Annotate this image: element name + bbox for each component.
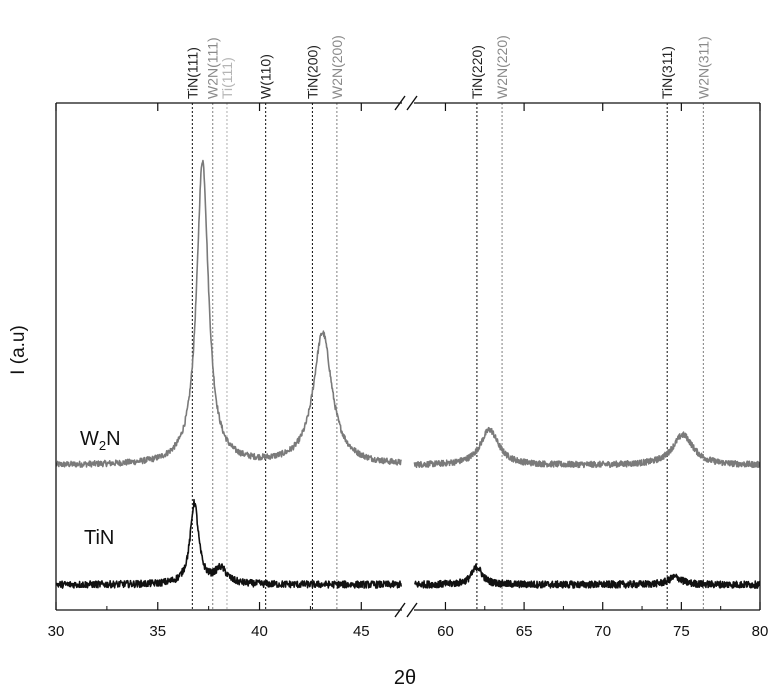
x-ticks: 30 35 40 45 60 65 70 75 80 <box>48 103 769 640</box>
reference-label: TiN(111) <box>184 47 200 99</box>
x-tick-label: 35 <box>149 623 166 640</box>
reference-label: TiN(311) <box>659 46 675 99</box>
series-labels: W2N TiN <box>80 428 121 549</box>
reference-label: W2N(220) <box>494 35 510 99</box>
x-axis-label: 2θ <box>394 667 416 689</box>
series-label-tin: TiN <box>84 527 114 549</box>
x-tick-label: 75 <box>673 623 690 640</box>
x-tick-label: 30 <box>48 623 65 640</box>
x-tick-label: 80 <box>752 623 769 640</box>
series-label-w2n: W2N <box>80 428 121 453</box>
diffraction-curves <box>56 161 759 589</box>
series-line-w2n <box>56 161 401 468</box>
x-tick-label: 60 <box>437 623 454 640</box>
reference-label: TiN(220) <box>469 45 485 99</box>
reference-lines <box>192 103 703 610</box>
x-tick-label: 45 <box>353 623 370 640</box>
y-axis-label: I (a.u) <box>8 325 29 375</box>
reference-label: W(110) <box>258 54 274 99</box>
reference-label: W2N(311) <box>695 36 711 99</box>
x-tick-label: 65 <box>516 623 533 640</box>
reference-label: W2N(200) <box>329 35 345 99</box>
series-line-w2n <box>414 428 759 468</box>
reference-label: TiN(200) <box>304 45 320 99</box>
plot-frame <box>56 96 760 617</box>
x-tick-label: 70 <box>594 623 611 640</box>
series-line-tin <box>414 564 759 588</box>
reference-label: Ti(111) <box>219 57 235 99</box>
x-tick-label: 40 <box>251 623 268 640</box>
reference-labels: TiN(111)W2N(111)Ti(111)W(110)TiN(200)W2N… <box>184 35 711 99</box>
